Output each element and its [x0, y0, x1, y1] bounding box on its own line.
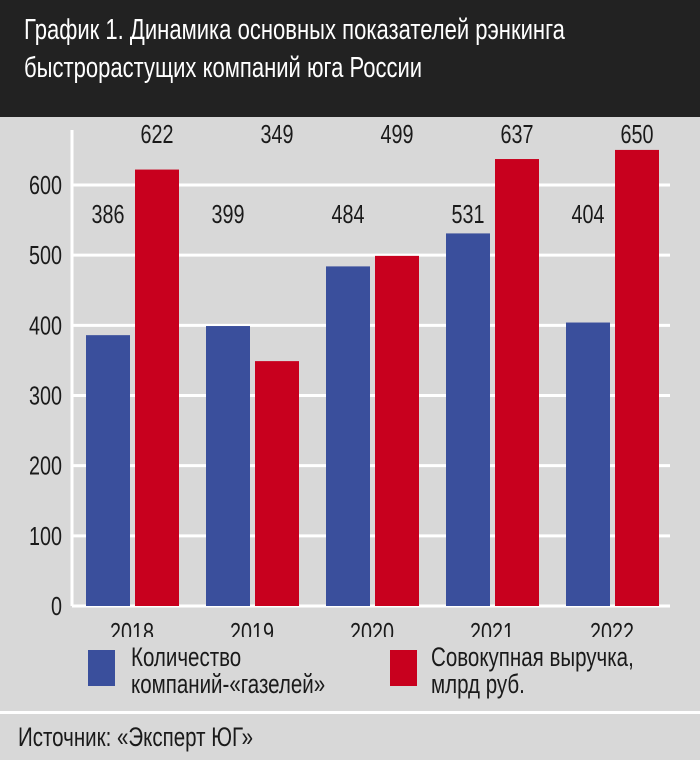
- data-label: 386: [92, 199, 125, 228]
- data-label: 399: [212, 199, 245, 228]
- y-tick-label: 200: [29, 451, 62, 480]
- source-note: Источник: «Эксперт ЮГ»: [18, 722, 254, 752]
- y-tick-label: 300: [29, 381, 62, 410]
- bar-revenue: [255, 361, 299, 606]
- data-label: 531: [452, 199, 485, 228]
- legend-label-line: компаний-«газелей»: [131, 669, 326, 699]
- y-tick-label: 600: [29, 170, 62, 199]
- divider: [0, 711, 700, 714]
- data-label: 637: [501, 119, 534, 148]
- y-tick-label: 400: [29, 311, 62, 340]
- chart-header: График 1. Динамика основных показателей …: [0, 0, 700, 117]
- data-label: 499: [381, 119, 414, 148]
- chart-title-line-1: График 1. Динамика основных показателей …: [24, 14, 565, 46]
- data-label: 404: [572, 199, 605, 228]
- bar-companies: [206, 326, 250, 606]
- bar-revenue: [615, 149, 659, 606]
- bar-revenue: [135, 169, 179, 606]
- y-tick-label: 100: [29, 521, 62, 550]
- legend-label-line: млрд руб.: [431, 669, 525, 699]
- chart-title-line-2: быстрорастущих компаний юга России: [24, 52, 423, 84]
- x-tick-label: 2021: [470, 617, 514, 637]
- y-tick-label: 0: [51, 591, 62, 620]
- bar-chart: 0 100 200 300 400 500 600 386 622 2018 399 349 2019 4…: [29, 119, 670, 637]
- data-label: 484: [332, 199, 365, 228]
- x-tick-label: 2018: [110, 617, 154, 637]
- data-label: 650: [621, 119, 654, 148]
- x-tick-label: 2020: [350, 617, 394, 637]
- legend-swatch-companies: [88, 650, 115, 686]
- x-tick-label: 2022: [590, 617, 634, 637]
- bar-companies: [446, 233, 490, 606]
- data-label: 622: [141, 119, 174, 148]
- legend-label-line: Совокупная выручка,: [431, 642, 634, 672]
- bar-companies: [566, 322, 610, 606]
- y-tick-label: 500: [29, 241, 62, 270]
- data-label: 349: [261, 119, 294, 148]
- bar-revenue: [375, 255, 419, 606]
- legend-label-companies: Количество компаний-«газелей»: [131, 644, 325, 698]
- bar-companies: [86, 335, 130, 606]
- bar-revenue: [495, 159, 539, 606]
- legend-label-revenue: Совокупная выручка, млрд руб.: [431, 644, 634, 698]
- bar-companies: [326, 266, 370, 606]
- legend-label-line: Количество: [131, 642, 242, 672]
- x-tick-label: 2019: [230, 617, 274, 637]
- legend-swatch-revenue: [390, 650, 417, 686]
